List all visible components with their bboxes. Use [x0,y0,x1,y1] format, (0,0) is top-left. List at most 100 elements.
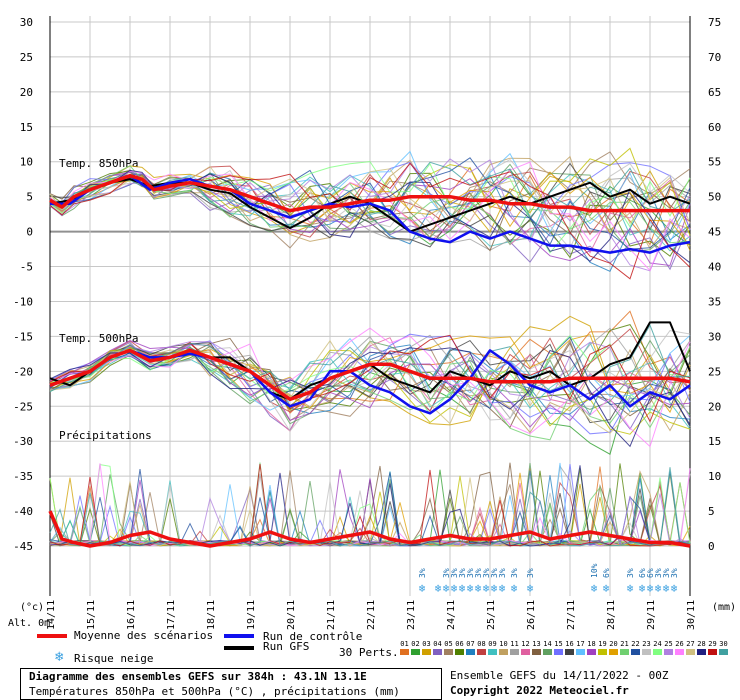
snow-risk-percent: 3% [482,568,491,578]
right-tick-label: 55 [708,156,721,169]
pert-legend-number: 01 [400,640,409,648]
left-axis-unit: (°c) [20,602,44,613]
pert-legend-swatch [653,649,662,655]
pert-legend-item: 18 [586,640,597,655]
snow-risk-percent: 3% [662,568,671,578]
pert-legend-swatch [433,649,442,655]
right-tick-label: 20 [708,400,721,413]
pert-legend-number: 05 [444,640,453,648]
snow-risk-percent: 3% [654,568,663,578]
snow-risk-icon: ❄ [663,582,670,595]
left-tick-label: -35 [13,470,33,483]
left-tick-label: 20 [20,86,33,99]
pert-legend-number: 21 [620,640,629,648]
right-tick-label: 70 [708,51,721,64]
left-tick-label: -15 [13,330,33,343]
pert-legend-swatch [411,649,420,655]
pert-legend-number: 03 [422,640,431,648]
legend-mean-label: Moyenne des scénarios [74,629,214,642]
left-tick-label: 30 [20,16,33,29]
copyright: Copyright 2022 Meteociel.fr [450,684,629,697]
snow-risk-icon: ❄ [475,582,482,595]
x-tick-label: 24/11 [446,600,457,630]
pert-legend-item: 01 [399,640,410,655]
pert-legend-number: 11 [510,640,519,648]
pert-legend-swatch [719,649,728,655]
right-tick-label: 35 [708,295,721,308]
snow-risk-icon: ❄ [499,582,506,595]
left-tick-label: 5 [26,191,33,204]
pert-legend-swatch [587,649,596,655]
pert-legend-swatch [499,649,508,655]
snow-risk-percent: 6% [646,568,655,578]
snow-risk-icon: ❄ [459,582,466,595]
left-tick-label: 15 [20,121,33,134]
x-tick-label: 27/11 [566,600,577,630]
right-tick-label: 5 [708,505,715,518]
pert-legend-item: 11 [509,640,520,655]
pert-500-line [49,339,691,424]
pert-legend-item: 07 [465,640,476,655]
snow-risk-percent: 3% [670,568,679,578]
pert-legend-item: 02 [410,640,421,655]
pert-legend-number: 30 [719,640,728,648]
pert-legend-number: 04 [433,640,442,648]
snow-risk-icon: ❄ [435,582,442,595]
pert-850-line [49,161,691,228]
pert-850-line [49,161,691,272]
pert-legend-swatch [543,649,552,655]
snow-risk-percent: 3% [418,568,427,578]
pert-500-line [49,341,691,419]
x-tick-label: 18/11 [206,600,217,630]
x-tick-label: 26/11 [526,600,537,630]
pert-legend-number: 22 [631,640,640,648]
snow-risk-percent: 6% [602,568,611,578]
pert-legend-item: 20 [608,640,619,655]
right-axis-unit: (mm) [712,602,736,613]
snow-risk-icon: ❄ [443,582,450,595]
legend-mean-swatch [37,634,67,638]
x-tick-label: 28/11 [606,600,617,630]
pert-legend-item: 03 [421,640,432,655]
pert-500-line [49,339,691,434]
pert-legend-number: 19 [598,640,607,648]
mean-850-line [49,173,690,213]
pert-850-line [49,169,691,264]
panel-label-500: Temp. 500hPa [59,332,138,345]
right-tick-label: 45 [708,226,721,239]
x-tick-label: 17/11 [166,600,177,630]
pert-legend-item: 27 [685,640,696,655]
snow-risk-percent: 6% [638,568,647,578]
pert-legend-number: 16 [565,640,574,648]
pert-legend-number: 17 [576,640,585,648]
pert-legend-item: 08 [476,640,487,655]
x-tick-label: 21/11 [326,600,337,630]
pert-legend-number: 24 [653,640,662,648]
pert-legend-item: 28 [696,640,707,655]
pert-legend-number: 26 [675,640,684,648]
right-tick-label: 75 [708,16,721,29]
pert-legend-item: 25 [663,640,674,655]
pert-legend-number: 02 [411,640,420,648]
pert-legend-swatch [620,649,629,655]
pert-legend-item: 21 [619,640,630,655]
pert-legend-swatch [477,649,486,655]
snow-risk-icon: ❄ [591,582,598,595]
chart-title: Diagramme des ensembles GEFS sur 384h : … [29,670,367,683]
snow-risk-percent: 3% [626,568,635,578]
pert-legend-number: 12 [521,640,530,648]
snow-risk-icon: ❄ [671,582,678,595]
chart-subtitle: Températures 850hPa et 500hPa (°C) , pré… [29,685,400,698]
pert-legend-item: 13 [531,640,542,655]
panel-label-precip: Précipitations [59,429,152,442]
pert-legend-item: 05 [443,640,454,655]
snow-risk-icon: ❄ [527,582,534,595]
right-tick-label: 30 [708,330,721,343]
pert-legend-number: 18 [587,640,596,648]
pert-legend-swatch [642,649,651,655]
pert-legend-swatch [631,649,640,655]
left-tick-label: -20 [13,365,33,378]
snow-risk-icon: ❄ [647,582,654,595]
pert-850-line [49,165,691,246]
pert-legend-number: 09 [488,640,497,648]
